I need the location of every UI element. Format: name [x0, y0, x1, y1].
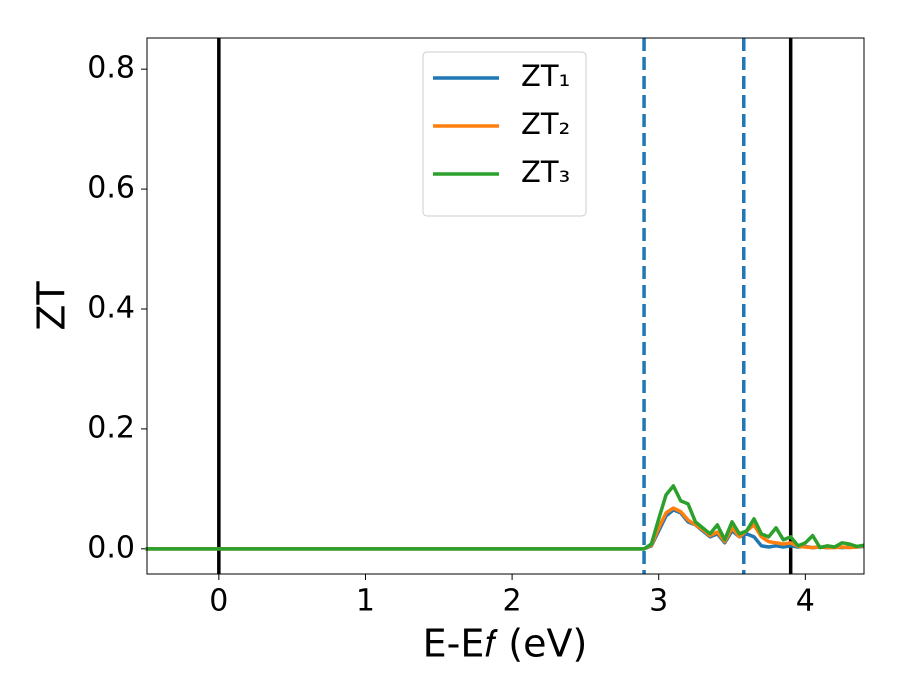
series-line [145, 484, 865, 551]
x-tick-label: 1 [356, 584, 375, 619]
legend-label: ZT₃ [521, 155, 570, 189]
y-tick-label: 0.4 [87, 290, 135, 325]
series-line [145, 506, 865, 551]
legend-label: ZT₂ [521, 107, 570, 141]
x-tick-label: 3 [649, 584, 668, 619]
x-tick-label: 0 [209, 584, 228, 619]
y-tick-label: 0.6 [87, 171, 135, 206]
x-tick-label: 4 [796, 584, 815, 619]
y-axis-label: ZT [30, 281, 74, 331]
plot-frame [146, 37, 865, 575]
y-tick-label: 0.0 [87, 530, 135, 565]
y-tick-label: 0.8 [87, 51, 135, 86]
legend-label: ZT₁ [521, 59, 570, 93]
x-axis-label: E-E𝑓 (eV) [423, 622, 588, 666]
y-tick-label: 0.2 [87, 410, 135, 445]
x-tick-label: 2 [503, 584, 522, 619]
